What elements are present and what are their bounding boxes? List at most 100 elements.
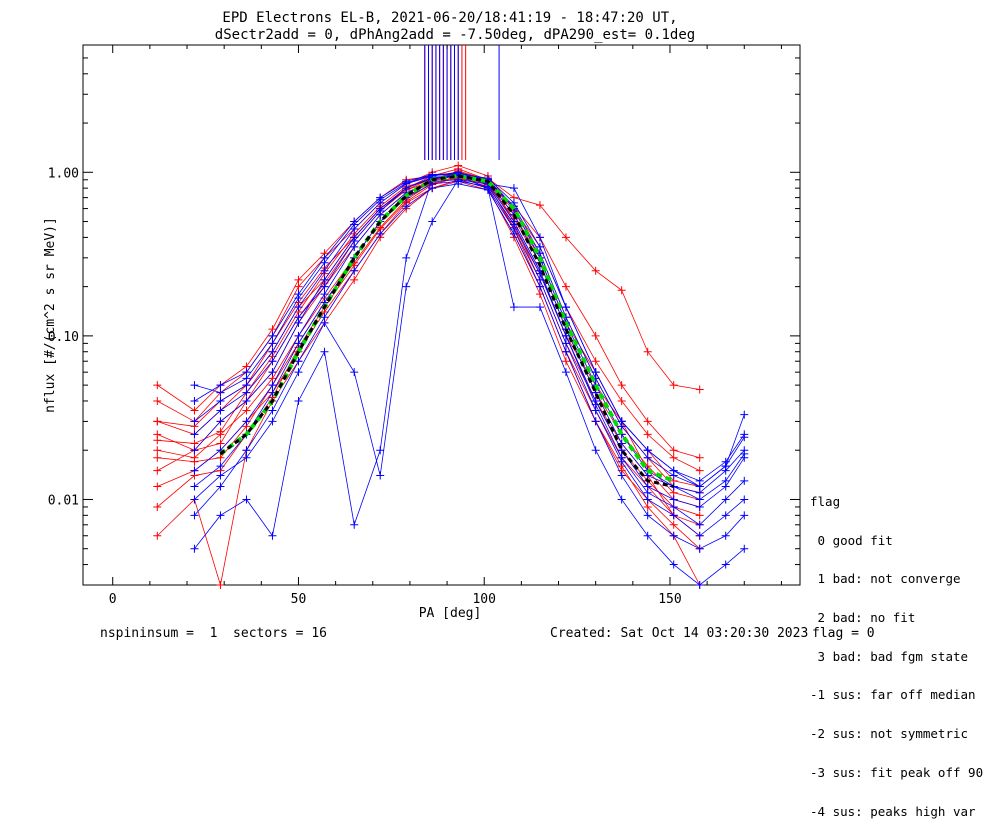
blue-series-point	[695, 531, 704, 540]
blue-series-point	[740, 410, 749, 419]
blue-series-point	[740, 511, 749, 520]
blue-series-point	[561, 303, 570, 312]
blue-series-point	[561, 331, 570, 340]
blue-series-point	[561, 368, 570, 377]
red-series-point	[153, 502, 162, 511]
footer-created: Created: Sat Oct 14 03:20:30 2023	[550, 626, 809, 641]
red-series-point	[153, 446, 162, 455]
blue-series-point	[190, 417, 199, 426]
x-tick-label: 150	[658, 592, 681, 607]
red-series-point	[561, 233, 570, 242]
blue-series-point	[695, 544, 704, 553]
blue-series-point	[294, 368, 303, 377]
red-series-point	[216, 427, 225, 436]
blue-series-point	[242, 453, 251, 462]
blue-series-point	[617, 453, 626, 462]
blue-series-point	[242, 417, 251, 426]
blue-series-point	[320, 266, 329, 275]
legend-item-7: -4 sus: peaks high var	[810, 803, 976, 819]
x-tick-label: 0	[109, 592, 117, 607]
blue-series-point	[591, 400, 600, 409]
blue-series-point	[740, 433, 749, 442]
blue-series-line	[194, 180, 745, 526]
blue-series-point	[320, 290, 329, 299]
red-series-point	[350, 275, 359, 284]
x-tick-label: 50	[291, 592, 307, 607]
axis-layer: 0 50 100 150 0.01 0.10 1.00	[48, 44, 800, 607]
blue-series-line	[194, 174, 745, 500]
legend-item-4: -1 sus: far off median	[810, 687, 976, 703]
blue-series-point	[268, 331, 277, 340]
blue-series-point	[190, 430, 199, 439]
red-series-point	[643, 502, 652, 511]
blue-series-point	[294, 294, 303, 303]
red-series-point	[153, 482, 162, 491]
footer-spin-info: nspininsum = 1 sectors = 16	[100, 626, 327, 641]
blue-series-point	[428, 217, 437, 226]
blue-series-point	[320, 347, 329, 356]
red-series-point	[242, 406, 251, 415]
legend-item-2: 2 bad: no fit	[810, 609, 916, 625]
red-series-point	[153, 453, 162, 462]
blue-series-point	[216, 396, 225, 405]
red-series-point	[153, 396, 162, 405]
blue-series-point	[376, 206, 385, 215]
blue-series-point	[643, 471, 652, 480]
red-series-point	[535, 201, 544, 210]
red-series-point	[669, 446, 678, 455]
chart-title-line2: dSectr2add = 0, dPhAng2add = -7.50deg, d…	[215, 27, 695, 43]
blue-series-point	[617, 495, 626, 504]
blue-series-point	[561, 339, 570, 348]
blue-series-point	[721, 511, 730, 520]
legend-title: flag	[810, 493, 841, 509]
blue-series-point	[294, 396, 303, 405]
blue-series-point	[294, 339, 303, 348]
blue-series-point	[376, 229, 385, 238]
blue-series-point	[350, 220, 359, 229]
x-axis-label: PA [deg]	[419, 606, 482, 621]
blue-series-point	[721, 560, 730, 569]
blue-series-point	[242, 495, 251, 504]
flag-legend: flag 0 good fit 1 bad: not converge 2 ba…	[810, 470, 983, 831]
blue-series-point	[509, 220, 518, 229]
chart-title-line1: EPD Electrons EL-B, 2021-06-20/18:41:19 …	[222, 10, 677, 26]
blue-series-point	[740, 449, 749, 458]
blue-series-point	[216, 471, 225, 480]
blue-series-point	[216, 406, 225, 415]
blue-series-point	[216, 388, 225, 397]
blue-series-point	[294, 331, 303, 340]
blue-series-point	[242, 446, 251, 455]
blue-series-point	[509, 184, 518, 193]
red-series-line	[157, 177, 700, 526]
y-axis-label: nflux [#/(cm^2 s sr MeV)]	[43, 217, 58, 413]
blue-series-point	[376, 195, 385, 204]
red-series-point	[216, 439, 225, 448]
blue-series-point	[216, 511, 225, 520]
red-series-line	[157, 171, 700, 537]
red-series-point	[643, 347, 652, 356]
blue-series-point	[561, 347, 570, 356]
blue-series-point	[535, 303, 544, 312]
blue-series-point	[643, 495, 652, 504]
red-series-point	[695, 466, 704, 475]
y-tick-label: 0.01	[48, 493, 79, 508]
blue-series-point	[669, 531, 678, 540]
legend-item-5: -2 sus: not symmetric	[810, 726, 969, 742]
red-series-point	[216, 453, 225, 462]
blue-series-point	[509, 229, 518, 238]
red-series-point	[294, 275, 303, 284]
red-series-point	[216, 581, 225, 589]
red-series-point	[695, 385, 704, 394]
red-series-point	[190, 439, 199, 448]
red-series-point	[561, 282, 570, 291]
blue-series-point	[190, 511, 199, 520]
blue-series-point	[740, 544, 749, 553]
blue-series-point	[509, 303, 518, 312]
blue-series-point	[242, 381, 251, 390]
blue-series-line	[194, 183, 745, 550]
blue-series-point	[216, 482, 225, 491]
pitch-angle-plot: EPD Electrons EL-B, 2021-06-20/18:41:19 …	[43, 10, 801, 621]
blue-series-point	[242, 388, 251, 397]
blue-series-line	[194, 171, 745, 494]
y-tick-label: 0.10	[48, 330, 79, 345]
